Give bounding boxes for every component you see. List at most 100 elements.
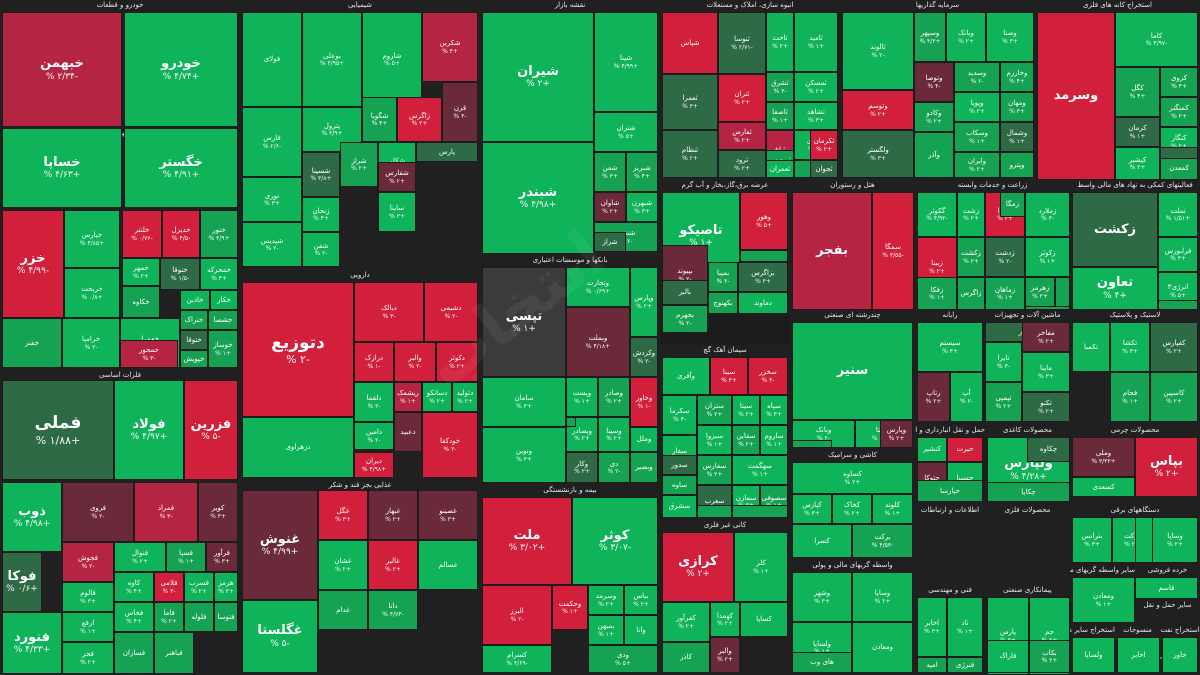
stock-tile[interactable]: وسپهر +۴/۳ % — [914, 12, 946, 62]
stock-tile[interactable]: وبانک -۲ % — [792, 420, 855, 448]
stock-tile[interactable]: غنوش +۴/۹۹ % — [242, 490, 318, 600]
stock-tile[interactable]: وشمال +۱ % — [1000, 122, 1034, 152]
stock-tile[interactable]: فجوش -۲ % — [62, 542, 114, 582]
stock-tile[interactable]: شاروم +۵ % — [362, 12, 422, 107]
stock-tile[interactable]: کاما -۴/۹۷ % — [1115, 12, 1198, 67]
stock-tile[interactable]: شتران +۵ % — [594, 112, 658, 152]
stock-tile[interactable]: وبملت +۴/۱۸ % — [566, 307, 630, 377]
stock-tile[interactable]: فسازان — [114, 632, 154, 674]
stock-tile[interactable]: بکاب +۲ % — [1029, 640, 1070, 673]
stock-tile[interactable]: زکشت — [1072, 192, 1158, 267]
stock-tile[interactable]: خکاوه — [122, 286, 160, 318]
stock-tile[interactable]: کاذر — [662, 642, 710, 673]
stock-tile[interactable]: بمیهن +۱ % — [588, 615, 624, 645]
sector-title[interactable]: چندرشته ای صنعتی — [824, 311, 881, 319]
stock-tile[interactable]: فوکا +۰/۶ % — [2, 552, 42, 612]
stock-tile[interactable]: وسدید -۲ % — [954, 62, 1000, 92]
stock-tile[interactable]: وپترو — [1000, 152, 1034, 178]
sector-title[interactable]: اطلاعات و ارتباطات — [920, 506, 980, 514]
stock-tile[interactable]: خوساز +۱ % — [208, 330, 238, 368]
stock-tile[interactable]: های وب — [792, 652, 852, 673]
stock-tile[interactable]: ماپنا +۳ % — [1022, 352, 1070, 392]
stock-tile[interactable]: غصینو +۳ % — [418, 490, 478, 540]
stock-tile[interactable]: دلقما -۳ % — [354, 382, 394, 422]
sector-title[interactable]: رایانه — [942, 311, 958, 319]
stock-tile[interactable]: وسرمد — [1037, 12, 1115, 180]
stock-tile[interactable]: فاراک — [987, 640, 1029, 673]
stock-tile[interactable]: خپارس +۴/۸۵ % — [64, 210, 120, 268]
stock-tile[interactable]: ثاد +۱ % — [947, 597, 983, 657]
stock-tile[interactable]: ثجوان — [810, 160, 838, 178]
stock-tile[interactable]: وتوسم +۲ % — [842, 90, 914, 130]
stock-tile[interactable]: خکار — [210, 290, 238, 310]
stock-tile[interactable]: وپارس +۲ % — [630, 267, 658, 337]
sector-title[interactable]: سایر واسطه گریهای مالی — [1070, 566, 1135, 574]
stock-tile[interactable]: تپمپی +۲ % — [985, 382, 1022, 422]
stock-tile[interactable]: وشهر +۳ % — [792, 572, 852, 622]
stock-tile[interactable]: زماهان +۱ % — [985, 277, 1025, 310]
stock-tile[interactable]: وملل — [630, 427, 658, 452]
sector-title[interactable]: شیمیایی — [347, 1, 373, 9]
stock-tile[interactable]: دبالک -۳ % — [354, 282, 424, 342]
stock-tile[interactable]: بترانس +۳ % — [1072, 517, 1112, 563]
stock-tile[interactable]: شفن +۳ % — [594, 152, 626, 192]
sector-title[interactable]: کانی غیر فلزی — [703, 521, 747, 529]
stock-tile[interactable]: سقاین +۲ % — [732, 425, 760, 455]
stock-tile[interactable]: فالوم +۳ % — [62, 582, 114, 612]
stock-tile[interactable]: حیرت — [947, 437, 983, 462]
stock-tile[interactable] — [1158, 300, 1198, 310]
stock-tile[interactable]: کمنگنز +۲ % — [1160, 97, 1198, 127]
stock-tile[interactable]: وپویا +۲ % — [954, 92, 1000, 122]
stock-tile[interactable]: کرازی +۲ % — [662, 532, 734, 602]
stock-tile[interactable]: کگل +۴ % — [1115, 67, 1160, 117]
stock-tile[interactable]: زملارد -۳ % — [1025, 192, 1070, 237]
stock-tile[interactable] — [740, 250, 788, 262]
stock-tile[interactable]: ثشرق -۳ % — [766, 72, 794, 102]
stock-tile[interactable]: کفپارس +۲ % — [1150, 322, 1198, 372]
stock-tile[interactable]: شسپنا +۳/۸ % — [302, 152, 340, 197]
stock-tile[interactable]: کساپا — [740, 602, 788, 637]
sector-title[interactable]: ماشین آلات و تجهیزات — [994, 311, 1061, 319]
stock-tile[interactable]: فسرب +۲ % — [184, 572, 214, 602]
stock-tile[interactable]: کوثر -۳/۰۷ % — [572, 497, 658, 585]
stock-tile[interactable]: ثاصفا +۱ % — [766, 102, 794, 130]
stock-tile[interactable]: کخاک +۲ % — [832, 494, 872, 524]
stock-tile[interactable]: سبزوا +۱ % — [697, 425, 732, 455]
stock-tile[interactable]: شکربن +۴ % — [422, 12, 478, 82]
stock-tile[interactable]: شگویا +۴ % — [362, 97, 397, 142]
stock-tile[interactable]: سنیر — [792, 322, 913, 420]
stock-tile[interactable]: سشرق — [662, 495, 697, 518]
stock-tile[interactable]: کاوه +۴ % — [114, 572, 154, 602]
sector-title[interactable]: خرده فروشی — [1147, 566, 1188, 574]
stock-tile[interactable]: وآفری — [662, 357, 710, 395]
stock-tile[interactable]: وسینا +۲ % — [598, 417, 630, 452]
sector-title[interactable]: استخراج نفت — [1160, 626, 1200, 634]
stock-tile[interactable]: بوعلی +۴/۹۵ % — [302, 12, 362, 107]
stock-tile[interactable]: خدیزل -۴/۵ % — [162, 210, 200, 258]
stock-tile[interactable]: فرابورس +۳ % — [1158, 237, 1198, 272]
stock-tile[interactable]: فملی +۱/۸۸ % — [2, 380, 114, 480]
stock-tile[interactable]: وخاور -۱ % — [630, 377, 658, 427]
sector-title[interactable]: پیمانکاری صنعتی — [1003, 586, 1052, 594]
stock-tile[interactable]: خشصا — [208, 310, 238, 330]
stock-tile[interactable]: خرامپا -۲ % — [62, 318, 120, 368]
stock-tile[interactable]: دتوزیع -۲ % — [242, 282, 354, 417]
stock-tile[interactable]: ثاخت +۲ % — [766, 12, 794, 72]
stock-tile[interactable]: خبهمن -۲/۳۴ % — [2, 12, 122, 127]
stock-tile[interactable]: ونوین +۳ % — [482, 427, 566, 483]
stock-tile[interactable]: وتوصا -۴ % — [914, 62, 954, 102]
stock-tile[interactable]: ثمسکن +۲ % — [794, 72, 838, 102]
stock-tile[interactable]: ولگستر +۳ % — [842, 130, 914, 178]
stock-tile[interactable]: غگلستا -۵ % — [242, 600, 318, 673]
stock-tile[interactable]: سدور — [662, 455, 697, 475]
stock-tile[interactable]: ومعادن +۱ % — [1072, 577, 1135, 623]
stock-tile[interactable]: فلامی -۳ % — [154, 572, 184, 602]
stock-tile[interactable]: فجام +۱ % — [1110, 372, 1150, 422]
stock-tile[interactable] — [566, 417, 576, 427]
stock-tile[interactable]: ولساپا — [1072, 637, 1115, 673]
stock-tile[interactable]: ودی +۵ % — [588, 645, 658, 673]
sector-title[interactable]: واسطه گریهای مالی و پولی — [812, 561, 893, 569]
stock-tile[interactable]: ثالوند -۲ % — [842, 12, 914, 90]
stock-tile[interactable]: زکشت +۲ % — [957, 237, 985, 277]
sector-title[interactable]: بانکها و موسسات اعتباری — [532, 256, 608, 264]
